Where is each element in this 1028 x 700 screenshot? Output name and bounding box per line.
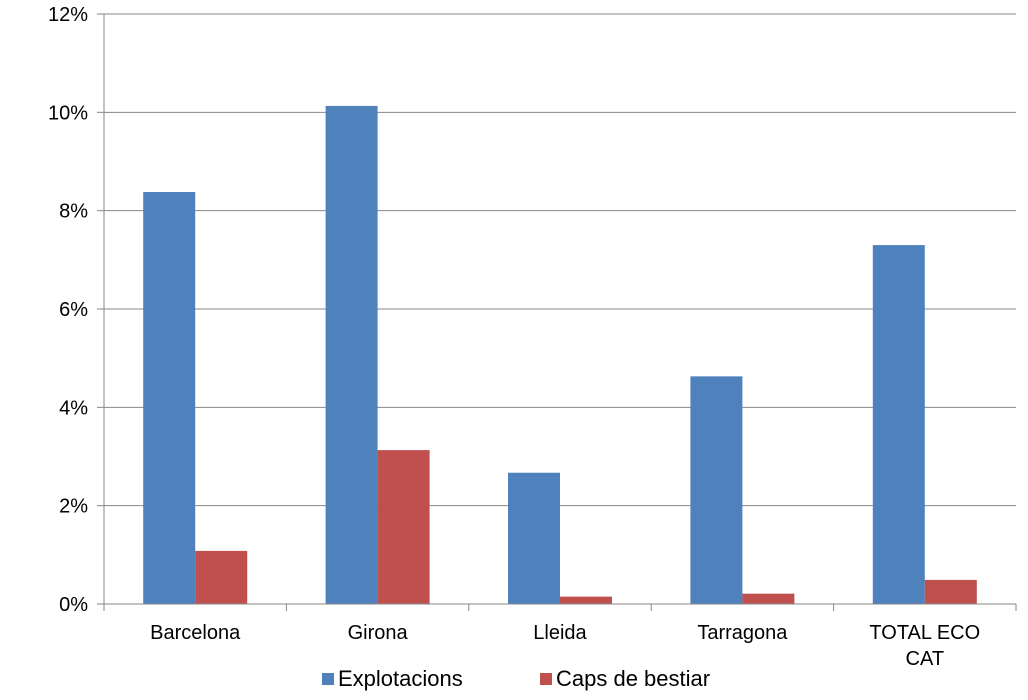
legend-swatch bbox=[540, 673, 552, 685]
y-tick-label: 8% bbox=[59, 201, 88, 223]
bar-explotacions bbox=[325, 105, 378, 605]
y-axis-tick-labels: 0% 2% 4% 6% 8% 10% 12% bbox=[48, 4, 88, 616]
y-tick-label: 2% bbox=[59, 496, 88, 518]
bar-explotacions bbox=[872, 245, 925, 605]
y-tick-label: 0% bbox=[59, 594, 88, 616]
bar-caps-de-bestiar bbox=[742, 593, 795, 604]
y-tick-label: 12% bbox=[48, 4, 88, 26]
category-label: Barcelona bbox=[150, 622, 241, 644]
y-tick-label: 10% bbox=[48, 102, 88, 124]
y-tick-label: 6% bbox=[59, 299, 88, 321]
legend-label: Caps de bestiar bbox=[556, 666, 710, 691]
x-axis-category-labels: Barcelona Girona Lleida Tarragona TOTAL ECO C… bbox=[150, 622, 980, 670]
category-label: Girona bbox=[348, 622, 409, 644]
axes bbox=[97, 13, 1017, 611]
category-label: Lleida bbox=[533, 622, 587, 644]
legend-label: Explotacions bbox=[338, 666, 463, 691]
bar-caps-de-bestiar bbox=[560, 596, 612, 604]
y-tick-label: 4% bbox=[59, 397, 88, 419]
bar-caps-de-bestiar bbox=[195, 550, 248, 604]
category-label: Tarragona bbox=[697, 622, 788, 644]
bar-caps-de-bestiar bbox=[924, 579, 977, 604]
legend: Explotacions Caps de bestiar bbox=[322, 666, 710, 691]
bars bbox=[143, 105, 977, 605]
gridlines bbox=[104, 13, 1016, 507]
bar-explotacions bbox=[143, 191, 196, 604]
bar-explotacions bbox=[508, 472, 560, 604]
category-label: TOTAL ECO CAT bbox=[869, 622, 980, 670]
legend-swatch bbox=[322, 673, 334, 685]
bar-explotacions bbox=[690, 376, 743, 604]
bar-caps-de-bestiar bbox=[377, 450, 430, 604]
